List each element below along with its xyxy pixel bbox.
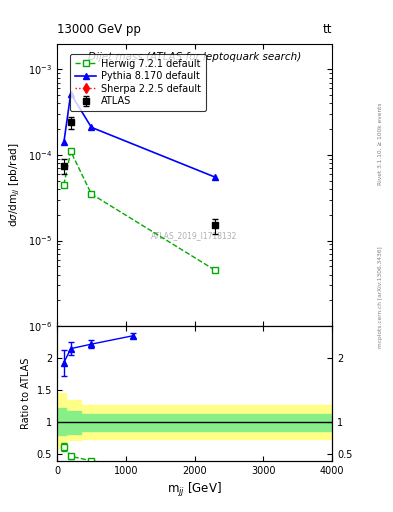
- Text: ATLAS_2019_I1718132: ATLAS_2019_I1718132: [151, 231, 238, 240]
- Text: 13000 GeV pp: 13000 GeV pp: [57, 23, 141, 36]
- Herwig 7.2.1 default: [213, 267, 218, 273]
- Legend: Herwig 7.2.1 default, Pythia 8.170 default, Sherpa 2.2.5 default, ATLAS: Herwig 7.2.1 default, Pythia 8.170 defau…: [70, 54, 206, 111]
- Text: mcplots.cern.ch [arXiv:1306.3436]: mcplots.cern.ch [arXiv:1306.3436]: [378, 246, 383, 348]
- Pythia 8.170 default: [213, 174, 218, 180]
- Herwig 7.2.1 default: [89, 191, 94, 197]
- Herwig 7.2.1 default: [61, 182, 66, 188]
- Text: tt: tt: [323, 23, 332, 36]
- Pythia 8.170 default: [68, 91, 73, 97]
- Line: Herwig 7.2.1 default: Herwig 7.2.1 default: [61, 148, 219, 274]
- Pythia 8.170 default: [61, 139, 66, 145]
- Y-axis label: Ratio to ATLAS: Ratio to ATLAS: [21, 358, 31, 429]
- Text: Rivet 3.1.10, ≥ 100k events: Rivet 3.1.10, ≥ 100k events: [378, 102, 383, 185]
- Line: Pythia 8.170 default: Pythia 8.170 default: [61, 90, 219, 181]
- Text: Dijet mass (ATLAS for leptoquark search): Dijet mass (ATLAS for leptoquark search): [88, 52, 301, 62]
- Herwig 7.2.1 default: [68, 148, 73, 155]
- X-axis label: m$_{jj}$ [GeV]: m$_{jj}$ [GeV]: [167, 481, 222, 499]
- Y-axis label: d$\sigma$/dm$_{jj}$ [pb/rad]: d$\sigma$/dm$_{jj}$ [pb/rad]: [8, 143, 22, 227]
- Pythia 8.170 default: [89, 124, 94, 131]
